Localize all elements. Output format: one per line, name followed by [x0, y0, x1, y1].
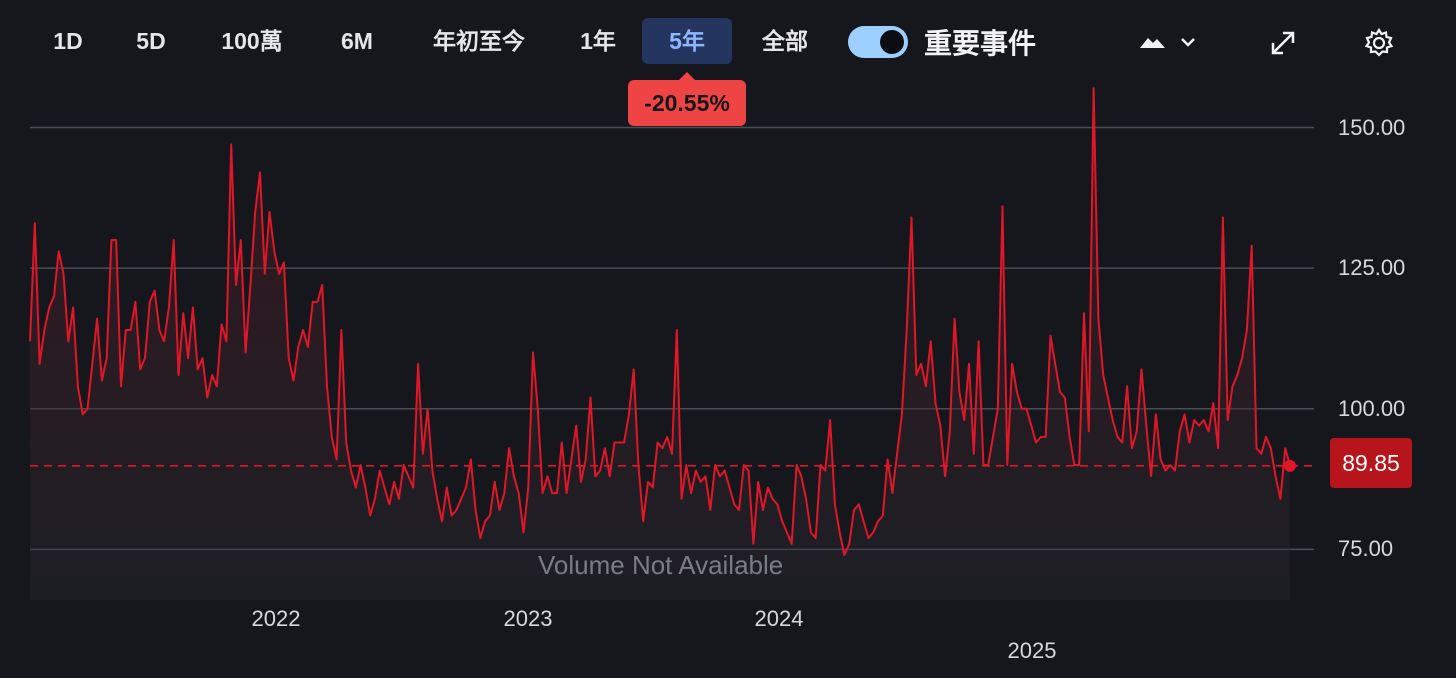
- price-area: [30, 88, 1290, 600]
- last-price-dot: [1284, 459, 1296, 472]
- x-tick-label: 2023: [503, 606, 553, 631]
- toolbar: 1D 5D 100萬 6M 年初至今 1年 5年 全部 -20.55% 重要事件: [0, 0, 1456, 126]
- range-tab-1[interactable]: 5D: [136, 28, 166, 54]
- range-tab-5[interactable]: 1年: [580, 28, 616, 54]
- range-tab-6[interactable]: 5年: [642, 18, 732, 64]
- y-tick-label: 75.00: [1338, 536, 1394, 562]
- last-price-label: 89.85: [1330, 438, 1412, 488]
- expand-icon: [1271, 31, 1295, 55]
- gear-icon: [1364, 27, 1394, 57]
- range-tab-4[interactable]: 年初至今: [433, 28, 525, 54]
- settings-button[interactable]: [1362, 26, 1396, 60]
- range-tab-2[interactable]: 100萬: [221, 28, 283, 54]
- range-tab-7[interactable]: 全部: [762, 28, 808, 54]
- y-tick-label: 125.00: [1338, 255, 1406, 281]
- key-events-label: 重要事件: [924, 28, 1037, 59]
- x-tick-label: 2022: [251, 606, 301, 631]
- y-tick-label: 100.00: [1338, 395, 1406, 421]
- x-tick-label: 2025: [1007, 638, 1057, 663]
- chart-type-dropdown[interactable]: [1136, 28, 1204, 58]
- expand-button[interactable]: [1266, 26, 1300, 60]
- chevron-down-icon: [1181, 38, 1195, 47]
- volume-message: Volume Not Available: [538, 550, 784, 580]
- chart-type-mountain-icon: [1140, 38, 1195, 48]
- toggle-knob: [880, 30, 904, 54]
- price-series-line: [29, 87, 1291, 556]
- change-badge: -20.55%: [628, 72, 746, 126]
- key-events-toggle[interactable]: [848, 26, 908, 58]
- range-tab-3[interactable]: 6M: [341, 28, 373, 54]
- range-tab-0[interactable]: 1D: [53, 28, 83, 54]
- y-tick-label: 150.00: [1338, 114, 1406, 140]
- x-tick-label: 2024: [754, 606, 804, 631]
